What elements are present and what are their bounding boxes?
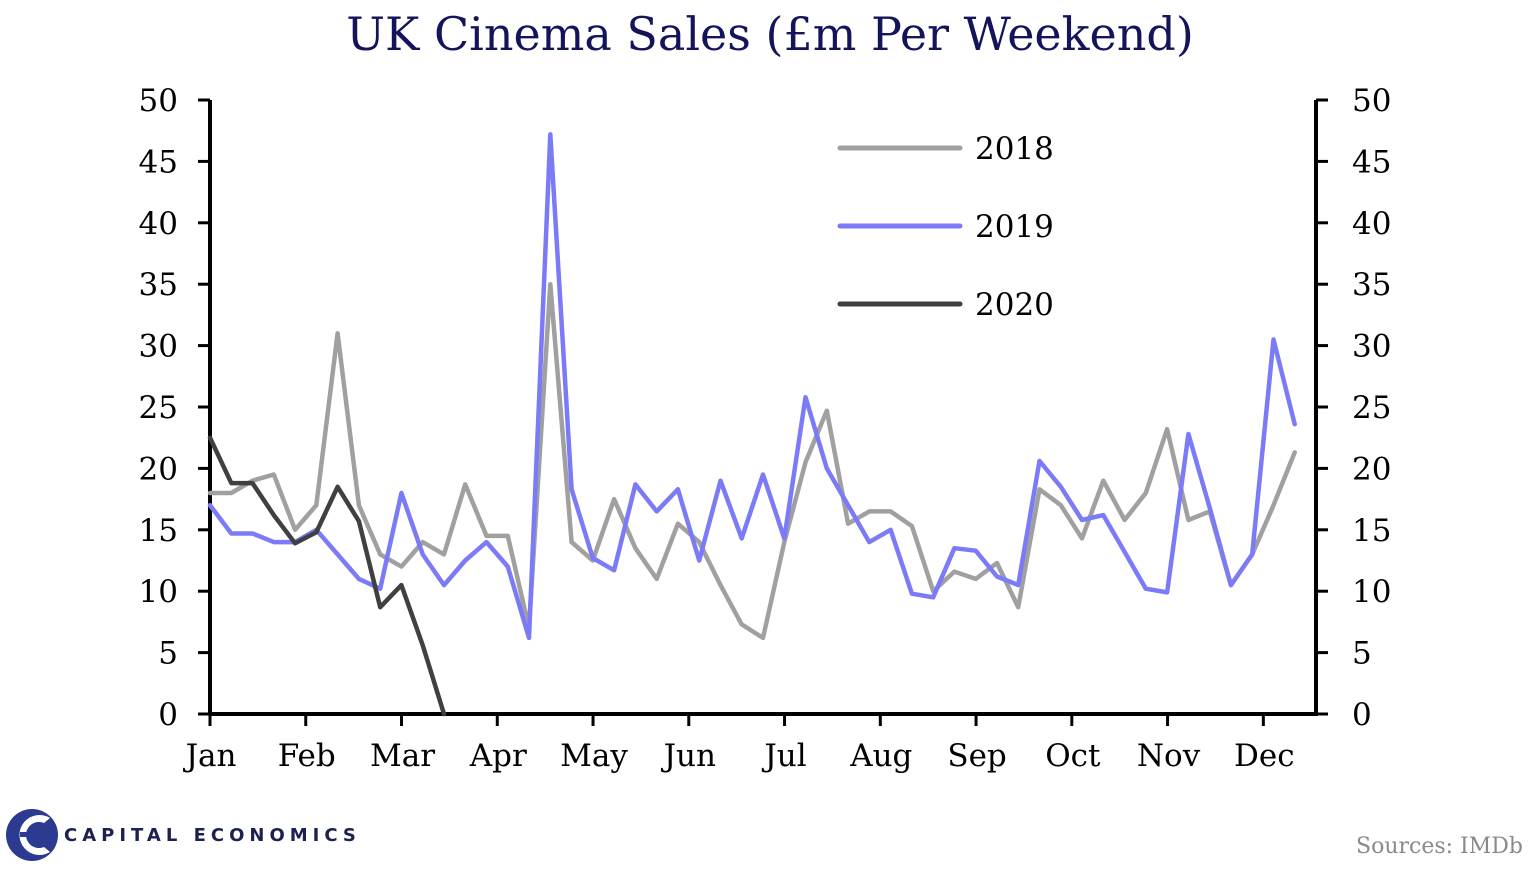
left-y-tick-label: 20 [139, 451, 178, 487]
left-y-tick-label: 35 [139, 267, 178, 303]
legend-label-2019: 2019 [975, 209, 1054, 245]
right-y-tick-label: 30 [1352, 329, 1391, 365]
brand-logo-icon [6, 809, 58, 861]
left-y-tick-label: 30 [139, 329, 178, 365]
left-y-tick-label: 45 [139, 144, 178, 180]
right-y-tick-label: 20 [1352, 451, 1391, 487]
x-tick-label: Nov [1137, 738, 1201, 774]
x-tick-label: Oct [1045, 738, 1101, 774]
legend-label-2018: 2018 [975, 131, 1054, 167]
right-y-tick-label: 10 [1352, 574, 1391, 610]
right-y-tick-label: 50 [1352, 83, 1391, 119]
capital-economics-logo: CAPITAL ECONOMICS [4, 804, 361, 866]
x-tick-label: Jul [761, 738, 806, 774]
legend-label-2020: 2020 [975, 287, 1054, 323]
x-tick-label: Sep [947, 738, 1006, 774]
legend: 2018 2019 2020 [837, 131, 1054, 323]
source-note: Sources: IMDb [1356, 834, 1523, 859]
right-y-tick-label: 15 [1352, 513, 1391, 549]
series-line-2020 [207, 435, 447, 717]
left-y-tick-label: 5 [158, 636, 178, 672]
left-y-tick-label: 15 [139, 513, 178, 549]
x-tick-label: Feb [278, 738, 336, 774]
right-y-tick-label: 25 [1352, 390, 1391, 426]
left-y-tick-label: 40 [139, 206, 178, 242]
right-y-tick-label: 35 [1352, 267, 1391, 303]
x-tick-label: Aug [849, 738, 912, 774]
right-y-tick-label: 45 [1352, 144, 1391, 180]
x-tick-label: May [560, 738, 628, 774]
brand-name: CAPITAL ECONOMICS [64, 824, 361, 846]
right-y-tick-label: 40 [1352, 206, 1391, 242]
x-tick-label: Mar [370, 738, 435, 774]
right-y-tick-label: 0 [1352, 697, 1372, 733]
chart-title: UK Cinema Sales (£m Per Weekend) [346, 7, 1194, 61]
left-y-tick-label: 50 [139, 83, 178, 119]
left-y-tick-label: 25 [139, 390, 178, 426]
left-y-tick-label: 10 [139, 574, 178, 610]
series-line-2019 [207, 132, 1297, 641]
right-y-tick-label: 5 [1352, 636, 1372, 672]
x-tick-label: Jun [661, 738, 716, 774]
series-layer [207, 132, 1297, 717]
x-tick-label: Dec [1234, 738, 1295, 774]
left-y-tick-label: 0 [158, 697, 178, 733]
series-line-2018 [207, 281, 1297, 641]
x-tick-label: Jan [183, 738, 237, 774]
x-tick-label: Apr [469, 738, 527, 774]
